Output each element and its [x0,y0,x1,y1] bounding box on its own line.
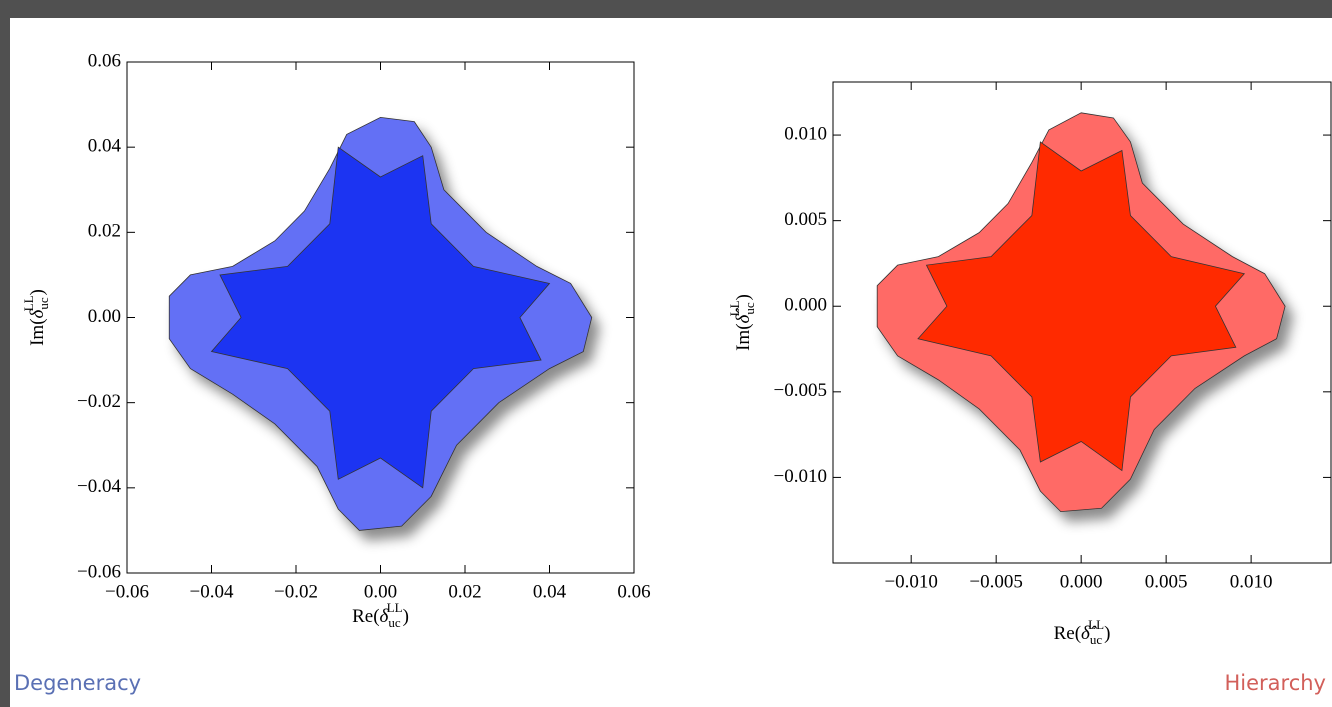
x-tick-label: −0.010 [884,571,937,592]
x-tick-label: 0.06 [617,581,650,602]
x-tick-label: 0.04 [533,581,567,602]
x-tick-label: 0.005 [1145,571,1188,592]
axis-label: Re(δ̂ucLL) [1054,617,1111,647]
x-tick-label: 0.00 [364,581,397,602]
y-tick-label: 0.005 [784,209,827,230]
caption: Hierarchy [1224,671,1326,695]
axis-label-text: Re( [1054,623,1081,644]
x-tick-label: −0.04 [190,581,234,602]
axis-label: Re(δucLL) [352,600,409,630]
axis-label-subscript: uc [36,297,51,310]
y-tick-label: 0.02 [88,221,121,242]
chart: −0.010 −0.005 0.000 0.005 0.010 −0.010 −0.005 0… [727,81,1332,647]
axis-label-subscript: uc [388,615,401,630]
y-tick-label: −0.010 [774,466,827,487]
axis-label-superscript: LL [1088,617,1104,632]
axis-label-symbol: δ [380,606,390,627]
axis-label-superscript: LL [21,295,36,311]
x-tick-label: −0.02 [274,581,318,602]
x-tick-label: 0.02 [448,581,481,602]
axis-label-text: ) [733,294,754,300]
y-tick-label: −0.06 [77,561,121,582]
axis-label-superscript: LL [387,600,403,615]
axis-label-text: ) [1104,623,1110,644]
chart: −0.06 −0.04 −0.02 0.00 0.02 0.04 0.06 −0.06 −0.0… [21,50,651,630]
axis-label-text: ) [403,606,409,627]
y-tick-label: 0.06 [88,50,121,71]
y-tick-label: 0.010 [784,123,827,144]
axis-label-text: Im( [733,323,754,350]
y-tick-label: −0.02 [77,391,121,412]
y-tick-label: −0.005 [774,380,827,401]
axis-label-superscript: LL [727,300,742,316]
region [210,146,551,489]
axis-label-text: Im( [27,318,48,345]
axis-label-text: Re( [352,606,379,627]
y-tick-label: 0.00 [88,306,121,327]
x-tick-label: 0.000 [1060,571,1103,592]
x-tick-label: −0.005 [969,571,1022,592]
region [917,141,1246,472]
x-tick-label: −0.06 [105,581,149,602]
axis-label: Im(δ̂ucLL) [727,294,757,351]
caption: Degeneracy [14,671,141,695]
plot-frame [832,81,1332,564]
axis-label-text: ) [27,289,48,295]
axis-label-subscript: uc [742,302,757,315]
x-tick-label: 0.010 [1230,571,1273,592]
y-tick-label: −0.04 [77,476,121,497]
y-tick-label: 0.000 [784,295,827,316]
y-tick-label: 0.04 [88,136,122,157]
axis-label: Im(δucLL) [21,289,51,346]
axis-label-symbol: δ [27,308,48,318]
axis-label-subscript: uc [1090,632,1103,647]
